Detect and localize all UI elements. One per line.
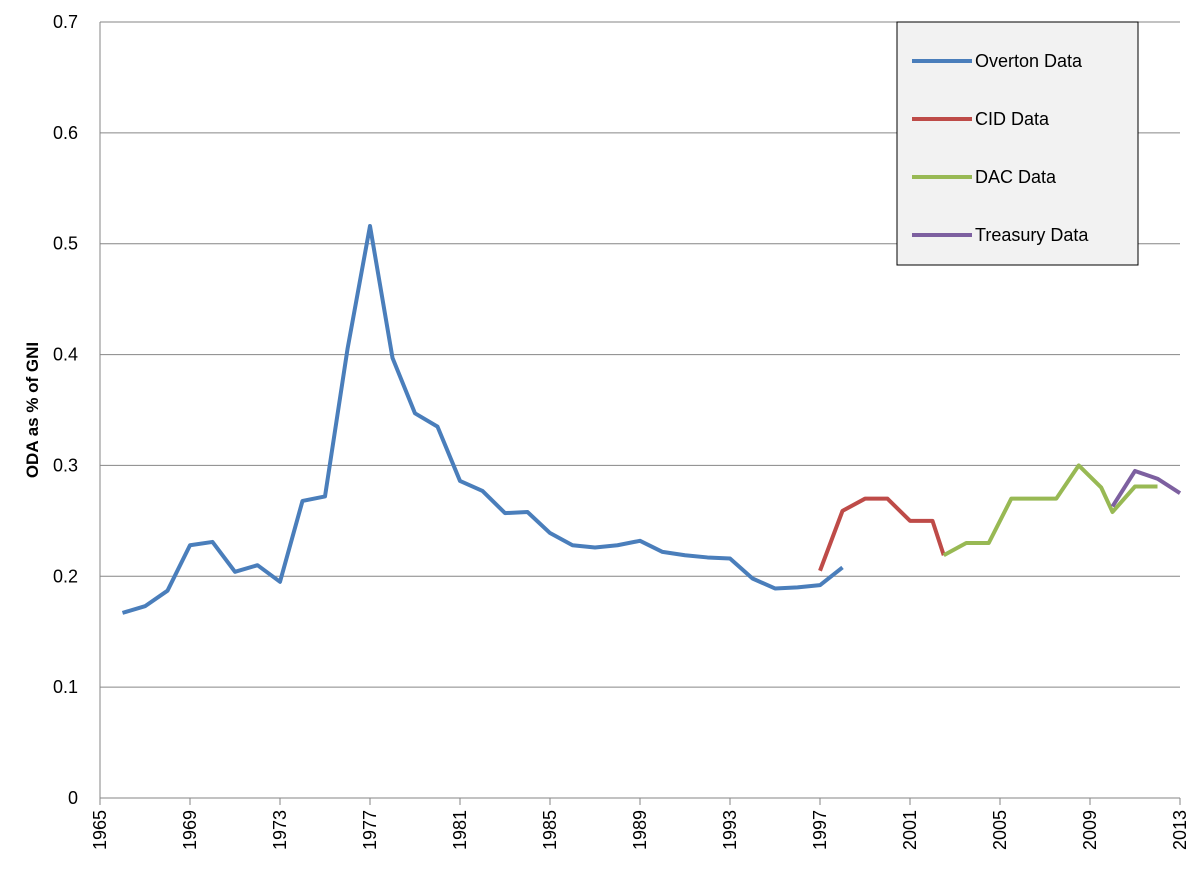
- x-tick-label: 1989: [630, 810, 650, 850]
- y-axis-label: ODA as % of GNI: [23, 342, 42, 478]
- x-tick-label: 2013: [1170, 810, 1190, 850]
- y-tick-label: 0.3: [53, 455, 78, 475]
- legend-label: DAC Data: [975, 167, 1057, 187]
- series-line: [818, 496, 946, 572]
- x-tick-label: 1985: [540, 810, 560, 850]
- x-tick-label: 1969: [180, 810, 200, 850]
- y-tick-label: 0: [68, 788, 78, 808]
- series-line: [942, 463, 1158, 557]
- x-tick-label: 2005: [990, 810, 1010, 850]
- series-line: [121, 223, 844, 615]
- y-tick-label: 0.5: [53, 234, 78, 254]
- x-tick-label: 1977: [360, 810, 380, 850]
- x-tick-label: 2001: [900, 810, 920, 850]
- series-line: [1110, 468, 1182, 508]
- legend-label: Treasury Data: [975, 225, 1089, 245]
- y-tick-label: 0.2: [53, 566, 78, 586]
- x-tick-label: 1981: [450, 810, 470, 850]
- y-tick-label: 0.7: [53, 12, 78, 32]
- x-tick-label: 1993: [720, 810, 740, 850]
- x-tick-label: 1965: [90, 810, 110, 850]
- legend-label: Overton Data: [975, 51, 1083, 71]
- x-tick-label: 1973: [270, 810, 290, 850]
- legend-label: CID Data: [975, 109, 1050, 129]
- x-tick-label: 1997: [810, 810, 830, 850]
- x-tick-label: 2009: [1080, 810, 1100, 850]
- y-tick-label: 0.6: [53, 123, 78, 143]
- y-tick-label: 0.1: [53, 677, 78, 697]
- y-tick-label: 0.4: [53, 345, 78, 365]
